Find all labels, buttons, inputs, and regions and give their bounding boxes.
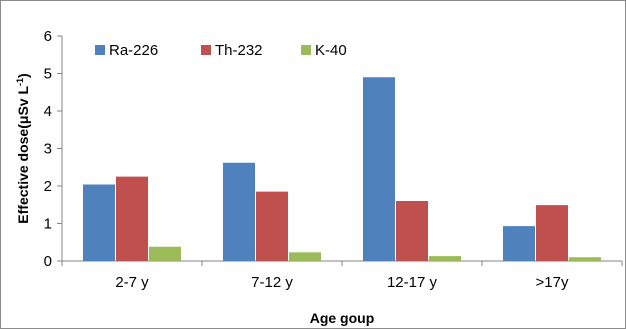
bar-k-40-3 — [429, 256, 461, 261]
bar-th-232-2 — [256, 191, 288, 261]
x-tick-label: 12-17 y — [387, 274, 438, 291]
bar-k-40-1 — [149, 246, 181, 261]
legend-label-k-40: K-40 — [315, 42, 347, 59]
bar-ra-226-4 — [503, 226, 535, 261]
bar-k-40-4 — [569, 257, 601, 261]
bar-th-232-1 — [116, 176, 148, 261]
x-tick-label: >17y — [536, 274, 569, 291]
y-tick-label: 1 — [44, 216, 52, 233]
y-tick-label: 5 — [44, 66, 52, 83]
y-axis-title: Effective dose(μSv L-1) — [15, 73, 31, 223]
legend-swatch-ra-226 — [95, 45, 105, 55]
bar-ra-226-2 — [223, 162, 255, 261]
ticks: 0 1 2 3 4 5 6 2-7 y 7-12 y 12-17 y >17y — [44, 28, 623, 291]
y-tick-label: 3 — [44, 141, 52, 158]
bar-th-232-4 — [536, 205, 568, 261]
x-tick-label: 2-7 y — [115, 274, 149, 291]
y-tick-label: 2 — [44, 178, 52, 195]
legend-label-th-232: Th-232 — [215, 42, 263, 59]
bar-k-40-2 — [289, 252, 321, 261]
legend-swatch-th-232 — [201, 45, 211, 55]
bar-ra-226-3 — [363, 77, 395, 261]
legend: Ra-226 Th-232 K-40 — [95, 42, 347, 59]
y-tick-label: 4 — [44, 103, 52, 120]
y-axis-title-superscript: -1 — [15, 78, 25, 86]
y-axis-title-main: Effective dose(μSv L — [15, 86, 31, 224]
bar-ra-226-1 — [83, 184, 115, 261]
y-tick-label: 0 — [44, 253, 52, 270]
y-axis-title-close: ) — [15, 73, 31, 78]
legend-label-ra-226: Ra-226 — [109, 42, 158, 59]
x-axis-title: Age goup — [310, 310, 375, 326]
y-tick-label: 6 — [44, 28, 52, 45]
legend-swatch-k-40 — [301, 45, 311, 55]
bars — [83, 77, 601, 261]
bar-th-232-3 — [396, 201, 428, 261]
x-tick-label: 7-12 y — [251, 274, 293, 291]
